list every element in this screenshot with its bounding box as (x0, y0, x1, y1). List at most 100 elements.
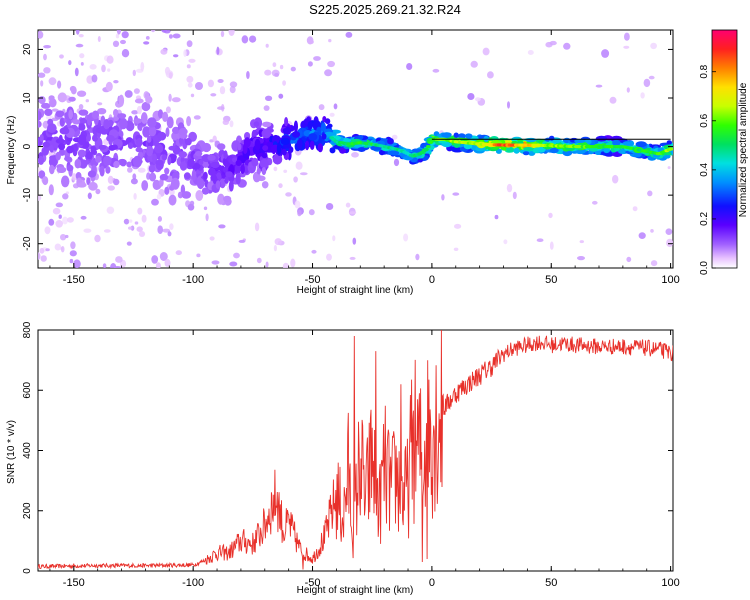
spectrogram-noise-cell (601, 49, 610, 58)
spectrogram-noise-cell (45, 115, 54, 120)
spectrogram-cell (126, 161, 133, 168)
spectrogram-cell (179, 161, 187, 171)
spectrogram-cell (97, 108, 107, 115)
colorbar-tick-label: 0.8 (699, 64, 710, 78)
top-x-tick-label: -150 (63, 274, 85, 286)
spectrogram-noise-cell (454, 223, 462, 229)
spectrogram-noise-cell (55, 202, 63, 208)
top-x-tick-label: 100 (661, 274, 679, 286)
spectrogram-cell (259, 159, 270, 169)
spectrogram-noise-cell (229, 86, 236, 94)
colorbar-scale (711, 29, 738, 269)
spectrogram-noise-cell (220, 30, 225, 38)
spectrogram-cell (441, 132, 452, 138)
top-x-ticks: -150 -100 -50 0 50 100 (49, 30, 680, 286)
spectrogram-noise-cell (626, 87, 630, 93)
spectrogram-noise-cell (290, 66, 296, 72)
spectrogram-cell (95, 188, 101, 195)
top-y-ticks: -20 -10 0 10 20 (22, 43, 673, 251)
spectrogram-cell (157, 131, 167, 141)
spectrogram-noise-cell (563, 42, 571, 50)
spectrogram-noise-cell (140, 61, 145, 71)
top-x-tick-label: -50 (305, 274, 321, 286)
spectrogram-cell (280, 137, 290, 145)
spectrogram-noise-cell (66, 217, 74, 223)
spectrogram-noise-cell (85, 99, 90, 103)
spectrogram-noise-cell (238, 239, 246, 243)
spectrogram-cell (48, 184, 54, 196)
spectrogram-cell (195, 190, 204, 201)
spectrogram-noise-cell (282, 262, 289, 268)
spectrogram-cell (103, 155, 112, 166)
spectrogram-cell (282, 128, 289, 134)
spectrogram-ridge-cell (668, 147, 673, 151)
spectrogram-cell (612, 139, 621, 147)
spectrogram-noise-cell (311, 249, 317, 254)
spectrogram-cell (417, 158, 424, 163)
spectrogram-noise-cell (667, 166, 671, 170)
spectrogram-cell (284, 117, 289, 127)
spectrogram-noise-cell (650, 229, 654, 233)
spectrogram-noise-cell (89, 64, 97, 70)
spectrogram-noise-cell (165, 106, 171, 114)
spectrogram-noise-cell (577, 256, 585, 261)
spectrogram-cell (172, 126, 180, 134)
spectrogram-cell (149, 172, 157, 182)
spectrogram-noise-cell (406, 63, 413, 70)
spectrogram-noise-cell (452, 192, 460, 196)
spectrogram-noise-cell (278, 183, 283, 189)
bottom-y-tick-label: 400 (22, 442, 33, 459)
spectrogram-cell (324, 118, 331, 125)
spectrogram-noise-cell (134, 221, 139, 225)
spectrogram-noise-cell (157, 216, 162, 222)
spectrogram-noise-cell (133, 88, 140, 94)
spectrogram-noise-cell (131, 110, 139, 115)
spectrogram-cell (261, 167, 267, 176)
spectrogram-cell (58, 143, 66, 151)
spectrogram-cell (186, 116, 192, 127)
spectrogram-cell (66, 164, 74, 172)
spectrogram-noise-cell (186, 75, 194, 83)
spectrogram-cell (125, 121, 135, 132)
spectrogram-cell (148, 126, 157, 137)
spectrogram-cell (113, 160, 120, 169)
spectrogram-noise-cell (112, 40, 120, 47)
spectrogram-cell (317, 143, 323, 153)
spectrogram-cell (261, 152, 268, 159)
spectrogram-noise-cell (86, 75, 94, 84)
spectrogram-cell (304, 140, 310, 151)
bottom-x-tick-label: -100 (182, 577, 204, 589)
spectrogram-cell (87, 170, 97, 178)
spectrogram-noise-cell (132, 69, 136, 77)
spectrogram-cell (194, 150, 203, 157)
spectrogram-cell (308, 133, 318, 141)
colorbar-tick-label: 0.4 (699, 162, 710, 176)
spectrogram-noise-cell (101, 64, 106, 73)
spectrogram-cell (166, 116, 174, 129)
spectrogram-noise-cell (403, 233, 409, 242)
spectrogram-noise-cell (75, 43, 84, 48)
spectrogram-noise-cell (123, 218, 130, 225)
spectrogram-cell (90, 145, 96, 155)
spectrogram-noise-cell (229, 120, 234, 128)
spectrogram-noise-cell (126, 241, 132, 246)
spectrogram-cell (321, 133, 327, 140)
spectrogram-noise-cell (327, 60, 335, 68)
spectrogram-noise-cell (328, 38, 332, 43)
spectrogram-noise-cell (97, 102, 103, 106)
spectrogram-noise-cell (441, 194, 445, 201)
spectrogram-cell (203, 171, 208, 180)
spectrogram-cells (38, 30, 673, 268)
spectrogram-noise-cell (279, 64, 284, 70)
spectrogram-cell (272, 154, 283, 165)
spectrogram-cell (664, 154, 671, 159)
spectrogram-noise-cell (470, 60, 478, 68)
bottom-x-ticks: -150 -100 -50 0 50 100 (49, 330, 680, 589)
spectrogram-noise-cell (59, 54, 64, 59)
spectrogram-noise-cell (290, 258, 296, 268)
spectrogram-cell (201, 187, 210, 195)
spectrogram-cell (223, 195, 232, 202)
spectrogram-cell (164, 186, 170, 195)
spectrogram-noise-cell (75, 30, 80, 35)
bottom-y-tick-label: 800 (22, 321, 33, 338)
